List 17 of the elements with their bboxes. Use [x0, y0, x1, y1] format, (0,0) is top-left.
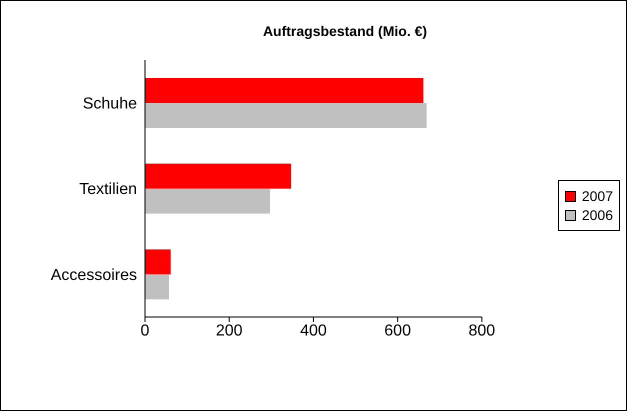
y-tick-label: Accessoires: [50, 266, 137, 284]
legend-label: 2006: [582, 207, 613, 223]
chart-title: Auftragsbestand (Mio. €): [262, 23, 428, 39]
y-tick-label: Textilien: [79, 181, 137, 198]
bar: [145, 164, 292, 189]
bar: [145, 78, 424, 103]
x-tick-label: 600: [384, 322, 412, 340]
x-tick-label: 200: [216, 322, 243, 340]
bar: [145, 249, 171, 274]
bar: [145, 274, 169, 300]
y-tick-label: Schuhe: [82, 96, 138, 113]
x-tick-label: 0: [140, 322, 150, 340]
x-tick-label: 400: [300, 322, 327, 340]
bar: [145, 103, 427, 128]
bar: [145, 188, 270, 214]
x-tick-label: 800: [468, 322, 496, 340]
legend-label: 2007: [582, 188, 613, 204]
